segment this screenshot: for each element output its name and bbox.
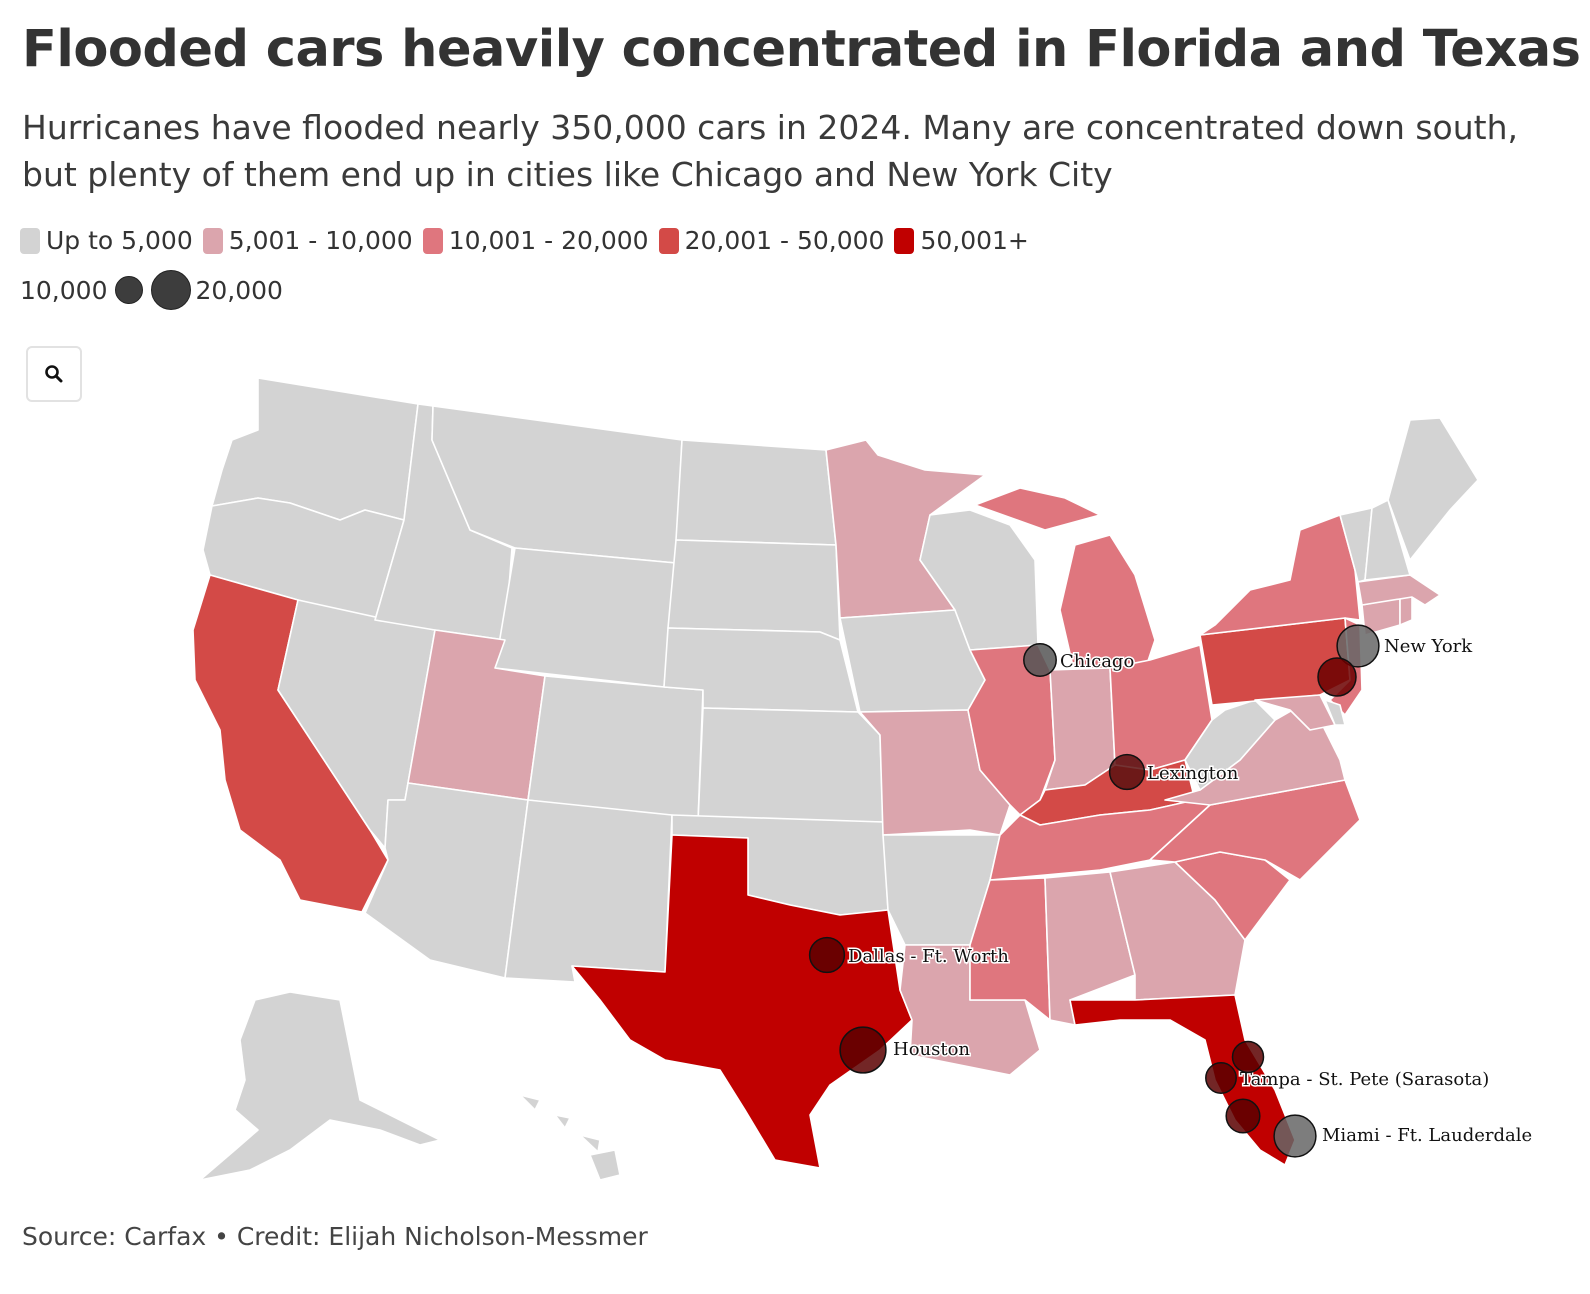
search-icon <box>45 365 63 383</box>
city-bubble-fort-myers[interactable] <box>1225 1098 1261 1134</box>
state-CO[interactable] <box>527 675 704 823</box>
legend-label: 20,001 - 50,000 <box>684 226 885 255</box>
state-ME[interactable] <box>1387 417 1479 561</box>
city-label-houston: Houston <box>893 1039 970 1060</box>
legend-item-bin-2: 5,001 - 10,000 <box>202 226 413 255</box>
city-bubble-lexington[interactable] <box>1108 753 1146 791</box>
state-TX[interactable] <box>571 834 913 1169</box>
state-AZ[interactable] <box>364 782 529 979</box>
state-AK[interactable] <box>199 991 441 1181</box>
size-legend-small-label: 10,000 <box>20 275 108 305</box>
chart-subtitle: Hurricanes have flooded nearly 350,000 c… <box>22 108 1519 194</box>
city-label-chicago: Chicago <box>1060 651 1134 672</box>
city-label-dallas-ft-worth: Dallas - Ft. Worth <box>848 946 1009 967</box>
legend-item-bin-4: 20,001 - 50,000 <box>658 226 885 255</box>
city-bubble-chicago[interactable] <box>1023 643 1057 677</box>
city-label-miami-ft-lauderdale: Miami - Ft. Lauderdale <box>1322 1125 1532 1146</box>
state-DE[interactable] <box>1324 699 1346 726</box>
legend-item-bin-5: 50,001+ <box>894 226 1029 255</box>
legend-item-bin-1: Up to 5,000 <box>20 226 193 255</box>
state-NY[interactable] <box>1199 514 1361 636</box>
state-ND[interactable] <box>675 439 837 546</box>
state-MI[interactable] <box>974 487 1156 676</box>
state-NM[interactable] <box>504 799 673 983</box>
state-VT[interactable] <box>1339 507 1373 583</box>
city-label-new-york: New York <box>1384 636 1473 657</box>
city-bubble-tampa-st-pete-sarasota-[interactable] <box>1205 1062 1237 1094</box>
city-bubble-philadelphia[interactable] <box>1317 657 1357 697</box>
legend-label: 50,001+ <box>920 226 1029 255</box>
state-HI[interactable] <box>519 1094 621 1181</box>
city-bubble-miami-ft-lauderdale[interactable] <box>1273 1114 1317 1158</box>
state-MD[interactable] <box>1254 694 1336 731</box>
city-bubble-dallas-ft-worth[interactable] <box>808 936 846 974</box>
state-SD[interactable] <box>667 539 841 641</box>
size-legend-large-label: 20,000 <box>195 275 283 305</box>
size-legend-large-dot <box>151 270 192 310</box>
legend-swatch <box>20 227 40 254</box>
state-RI[interactable] <box>1399 596 1413 626</box>
chart-title: Flooded cars heavily concentrated in Flo… <box>22 20 1581 79</box>
state-WI[interactable] <box>919 509 1039 651</box>
legend-swatch <box>202 227 223 254</box>
legend-item-bin-3: 10,001 - 20,000 <box>422 226 649 255</box>
city-bubbles: Chicago New York Lexington Dallas - Ft. Wor… <box>808 624 1534 1158</box>
legend-label: Up to 5,000 <box>46 226 193 255</box>
city-label-tampa-st-pete-sarasota-: Tampa - St. Pete (Sarasota) <box>1240 1069 1489 1090</box>
legend-label: 10,001 - 20,000 <box>448 226 649 255</box>
zoom-button[interactable] <box>26 346 82 402</box>
size-legend-small-dot <box>115 276 144 304</box>
state-WV[interactable] <box>1184 699 1276 791</box>
state-NH[interactable] <box>1364 499 1411 581</box>
city-bubble-orlando[interactable] <box>1231 1040 1265 1074</box>
state-WY[interactable] <box>494 547 677 688</box>
legend-swatch <box>658 227 679 254</box>
city-bubble-new-york[interactable] <box>1336 624 1380 668</box>
city-label-lexington: Lexington <box>1147 763 1239 784</box>
states-layer <box>192 377 1479 1181</box>
legend-label: 5,001 - 10,000 <box>228 226 413 255</box>
color-legend: Up to 5,000 5,001 - 10,000 10,001 - 20,0… <box>20 226 1039 255</box>
legend-swatch <box>894 227 915 254</box>
legend-swatch <box>422 227 443 254</box>
state-WA[interactable] <box>211 377 419 521</box>
source-credit: Source: Carfax • Credit: Elijah Nicholso… <box>22 1222 648 1251</box>
state-KS[interactable] <box>697 707 884 823</box>
city-bubble-houston[interactable] <box>839 1026 887 1074</box>
us-map: Chicago New York Lexington Dallas - Ft. Wor… <box>192 377 1534 1181</box>
size-legend: 10,000 20,000 <box>20 270 283 310</box>
